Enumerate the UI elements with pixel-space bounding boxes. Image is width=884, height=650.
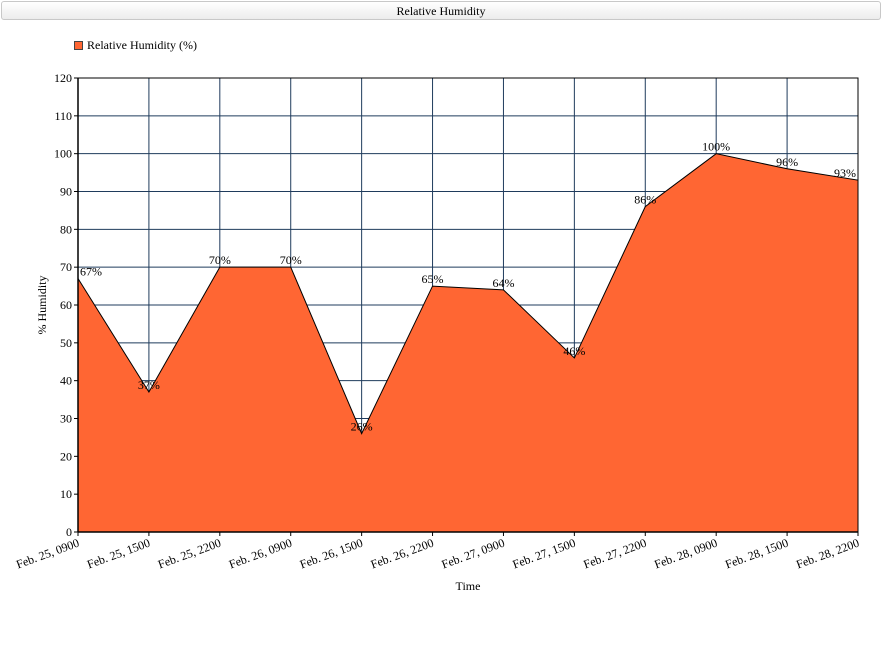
y-axis-title: % Humidity [35,276,49,335]
y-tick-label: 60 [60,298,72,312]
data-label: 96% [776,155,798,169]
legend: Relative Humidity (%) [74,38,197,53]
x-tick-label: Feb. 25, 1500 [85,536,152,572]
legend-swatch [74,41,83,50]
data-label: 64% [492,276,514,290]
y-tick-label: 40 [60,374,72,388]
y-tick-label: 30 [60,412,72,426]
x-tick-label: Feb. 27, 1500 [511,536,578,572]
area-series [77,153,859,533]
data-labels: 67% 37% 70% 70% 26% 65% 64% 46% 86% 100% 96% 93% [80,140,856,434]
x-tick-label: Feb. 28, 0900 [652,536,719,572]
data-label: 93% [834,166,856,180]
y-tick-label: 0 [66,525,72,539]
data-label: 46% [563,344,585,358]
x-tick-label: Feb. 28, 2200 [794,536,861,572]
x-tick-label: Feb. 26, 2200 [369,536,436,572]
legend-label: Relative Humidity (%) [87,38,197,52]
x-tick-label: Feb. 25, 0900 [14,536,81,572]
chart-title: Relative Humidity [1,1,881,20]
y-tick-label: 120 [54,71,72,85]
data-label: 70% [209,253,231,267]
x-tick-label: Feb. 26, 1500 [298,536,365,572]
x-tick-label: Feb. 28, 1500 [723,536,790,572]
data-label: 26% [351,420,373,434]
y-tick-label: 50 [60,336,72,350]
y-tick-label: 70 [60,260,72,274]
y-tick-label: 10 [60,487,72,501]
y-tick-label: 20 [60,449,72,463]
x-tick-label: Feb. 26, 0900 [227,536,294,572]
y-tick-label: 110 [54,109,72,123]
data-label: 70% [280,253,302,267]
area-layer [77,153,859,533]
x-axis-title: Time [456,579,481,593]
data-label: 67% [80,265,102,279]
y-tick-label: 80 [60,222,72,236]
x-tick-label: Feb. 27, 0900 [440,536,507,572]
y-tick-label: 100 [54,147,72,161]
data-label: 100% [702,140,730,154]
x-tick-label: Feb. 27, 2200 [581,536,648,572]
x-tick-label: Feb. 25, 2200 [156,536,223,572]
data-label: 37% [138,378,160,392]
y-tick-label: 90 [60,185,72,199]
data-label: 65% [422,272,444,286]
data-label: 86% [634,193,656,207]
